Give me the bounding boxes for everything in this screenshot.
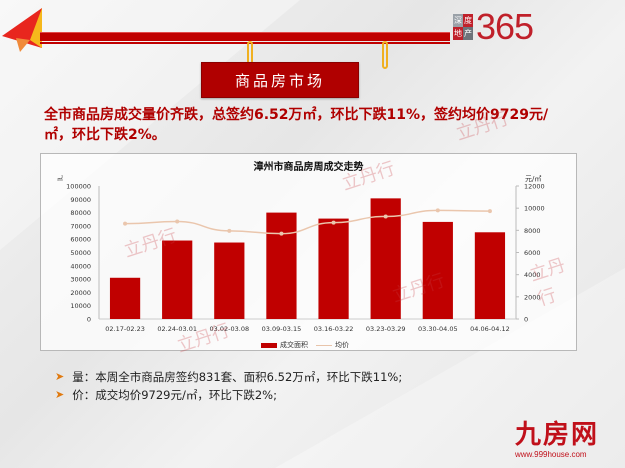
bar-area — [474, 232, 506, 319]
price-point — [123, 221, 128, 226]
price-point — [227, 228, 232, 233]
hanging-hook-icon — [382, 41, 388, 69]
x-tick-label: 03.23-03.29 — [366, 325, 406, 333]
brand-url: www.999house.com — [515, 450, 587, 459]
x-tick-label: 04.06-04.12 — [470, 325, 510, 333]
chart-container: 漳州市商品房周成交走势 ㎡ 元/㎡ 100000 90000 80000 70000 6… — [40, 153, 577, 357]
headline-summary: 全市商品房成交量价齐跌，总签约6.52万㎡，环比下跌11%，签约均价9729元/… — [44, 107, 549, 143]
x-tick-label: 03.30-04.05 — [418, 325, 458, 333]
right-tick-label: 6000 — [524, 249, 541, 257]
right-tick-label: 10000 — [524, 205, 545, 213]
left-tick-label: 90000 — [70, 196, 91, 204]
x-tick-label: 03.02-03.08 — [210, 325, 250, 333]
left-tick-label: 50000 — [70, 249, 91, 257]
price-line — [125, 209, 490, 235]
logo-cell: 地 — [453, 27, 463, 40]
bullet-list: ➤ 量： 本周全市商品房签约831套、面积6.52万㎡，环比下跌11%; ➤ 价… — [55, 368, 402, 404]
bar-area — [214, 242, 245, 319]
999house-logo: 九房网 www.999house.com — [515, 420, 625, 468]
bar-area — [162, 240, 193, 319]
left-tick-label: 80000 — [70, 209, 91, 217]
left-tick-label: 30000 — [70, 276, 91, 284]
left-tick-label: 70000 — [70, 222, 91, 230]
bar-area — [109, 277, 141, 319]
chart-title: 漳州市商品房周成交走势 — [253, 162, 364, 173]
legend-bar-swatch — [261, 342, 277, 348]
left-tick-label: 60000 — [70, 236, 91, 244]
arrow-bullet-icon: ➤ — [55, 370, 65, 383]
left-tick-label: 40000 — [70, 262, 91, 270]
legend-line-swatch — [316, 344, 332, 346]
right-tick-label: 8000 — [524, 227, 541, 235]
right-tick-label: 0 — [524, 316, 528, 324]
x-tick-label: 02.17-02.23 — [105, 325, 145, 333]
logo-cell: 度 — [463, 14, 473, 27]
bar-area — [318, 218, 349, 319]
x-tick-label: 03.16-03.22 — [314, 325, 354, 333]
banner-title: 商品房市场 — [234, 72, 325, 90]
bar-area — [266, 212, 297, 319]
left-axis-unit: ㎡ — [57, 176, 64, 183]
right-tick-label: 4000 — [524, 271, 541, 279]
brand-name: 九房网 — [515, 420, 600, 450]
right-tick-label: 2000 — [524, 293, 541, 301]
bullet-volume: ➤ 量： 本周全市商品房签约831套、面积6.52万㎡，环比下跌11%; — [55, 370, 403, 384]
left-tick-label: 100000 — [66, 183, 91, 191]
price-point — [175, 219, 180, 224]
bar-area — [422, 221, 453, 319]
header-rule — [40, 32, 450, 41]
x-tick-label: 03.09-03.15 — [262, 325, 302, 333]
x-tick-label: 02.24-03.01 — [157, 325, 197, 333]
chart-legend: 成交面积 均价 — [261, 340, 349, 350]
paper-plane-icon — [2, 8, 42, 52]
left-tick-label: 10000 — [70, 302, 91, 310]
left-tick-label: 0 — [87, 316, 91, 324]
bullet-price: ➤ 价： 成交均价9729元/㎡，环比下跌2%; — [55, 388, 277, 402]
left-tick-label: 20000 — [70, 289, 91, 297]
section-banner: 商品房市场 — [201, 62, 359, 98]
header-rule-thin — [40, 42, 450, 44]
logo-cell: 产 — [463, 27, 473, 40]
price-point — [279, 231, 284, 236]
price-point — [487, 209, 492, 214]
legend-item-area: 成交面积 — [261, 340, 308, 350]
logo-cell: 深 — [453, 14, 463, 27]
price-point — [435, 208, 440, 213]
shendu-365-logo: 深 度 地 产 365 — [453, 6, 623, 47]
legend-item-price: 均价 — [316, 340, 349, 350]
right-tick-label: 12000 — [524, 183, 545, 191]
right-axis-unit: 元/㎡ — [525, 175, 542, 183]
price-point — [331, 220, 336, 225]
arrow-bullet-icon: ➤ — [55, 388, 65, 401]
combo-chart-plot: 1000009000080000700006000050000400003000… — [66, 183, 545, 334]
logo-number: 365 — [476, 6, 534, 47]
price-point — [383, 214, 388, 219]
